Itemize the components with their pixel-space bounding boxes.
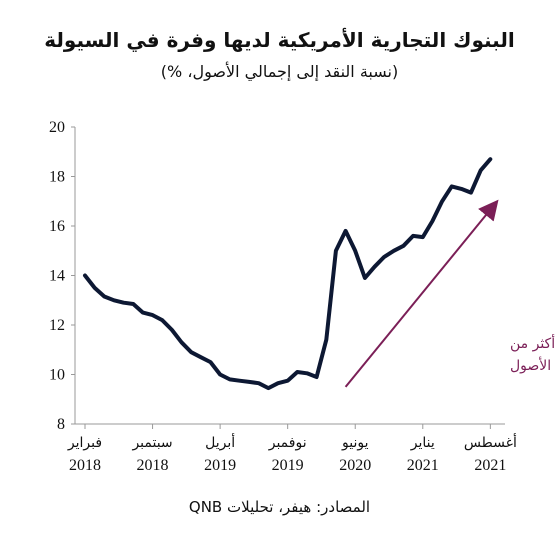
y-tick-label: 12 — [49, 317, 65, 334]
x-tick-month: أبريل — [205, 433, 235, 451]
chart-subtitle: (نسبة النقد إلى إجمالي الأصول، %) — [160, 62, 399, 81]
x-tick-year: 2019 — [272, 457, 304, 474]
x-tick-year: 2019 — [204, 457, 236, 474]
y-tick-label: 20 — [49, 119, 65, 136]
y-tick-label: 8 — [57, 416, 65, 433]
x-tick-month: يناير — [410, 435, 435, 451]
x-tick-month: فبراير — [67, 435, 102, 451]
x-tick-year: 2018 — [137, 457, 169, 474]
annotation-text-line2: الأصول — [510, 356, 551, 374]
x-tick-month: نوفمبر — [268, 435, 307, 451]
x-tick-year: 2018 — [69, 457, 101, 474]
x-tick-year: 2020 — [339, 457, 371, 474]
chart-title: البنوك التجارية الأمريكية لديها وفرة في … — [44, 28, 515, 52]
x-tick-month: أغسطس — [464, 433, 517, 451]
y-tick-label: 10 — [49, 367, 65, 384]
series-line — [83, 157, 493, 391]
x-tick-month: يونيو — [341, 435, 369, 451]
x-tick-year: 2021 — [407, 457, 439, 474]
annotation-arrow — [344, 199, 499, 388]
y-tick-label: 18 — [49, 169, 65, 186]
y-tick-label: 16 — [49, 218, 65, 235]
y-tick-label: 14 — [49, 268, 65, 285]
x-tick-year: 2021 — [474, 457, 506, 474]
x-tick-month: سبتمبر — [131, 435, 172, 451]
chart-source: المصادر: هيفر، تحليلات QNB — [188, 498, 371, 516]
annotation-text-line1: زيادة النقد أكثر من — [510, 334, 559, 352]
